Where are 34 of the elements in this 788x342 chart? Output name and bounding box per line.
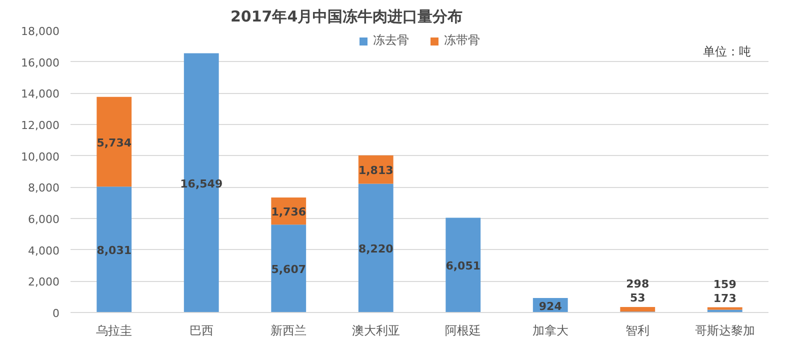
x-tick-label: 巴西 (189, 324, 214, 338)
x-tick-label: 智利 (626, 324, 650, 338)
data-label: 1,736 (271, 206, 306, 219)
y-tick-label: 2,000 (28, 276, 60, 289)
data-label: 924 (538, 300, 562, 313)
y-tick-label: 8,000 (28, 182, 60, 195)
x-tick-label: 新西兰 (270, 324, 307, 338)
legend-label: 冻带骨 (444, 32, 480, 49)
x-tick-label: 加拿大 (532, 324, 568, 338)
data-label: 8,220 (358, 242, 394, 256)
annotation: 单位：吨 (703, 44, 752, 58)
x-tick-label: 澳大利亚 (352, 324, 400, 338)
y-tick-label: 16,000 (21, 56, 60, 70)
y-tick-label: 12,000 (21, 119, 60, 132)
y-tick-label: 4,000 (28, 244, 60, 258)
data-label: 159 (713, 278, 736, 291)
data-label: 6,051 (446, 260, 481, 273)
data-label: 298 (626, 278, 650, 290)
y-tick-label: 10,000 (21, 150, 60, 164)
data-label: 8,031 (96, 244, 132, 258)
data-label: 1,813 (358, 164, 394, 178)
x-tick-label: 阿根廷 (445, 324, 482, 338)
y-tick-label: 6,000 (28, 213, 60, 226)
data-label: 173 (713, 292, 736, 305)
x-tick-label: 哥斯达黎加 (694, 324, 755, 338)
legend-label: 冻去骨 (373, 32, 409, 49)
y-tick-label: 18,000 (21, 25, 60, 38)
x-tick-label: 乌拉圭 (96, 324, 132, 338)
chart-title: 2017年4月中国冻牛肉进口量分布 (230, 8, 463, 26)
data-label: 53 (630, 292, 646, 304)
data-label: 5,607 (271, 263, 306, 276)
data-label: 5,734 (96, 136, 132, 150)
y-tick-label: 0 (52, 307, 60, 320)
y-tick-label: 14,000 (21, 88, 60, 101)
